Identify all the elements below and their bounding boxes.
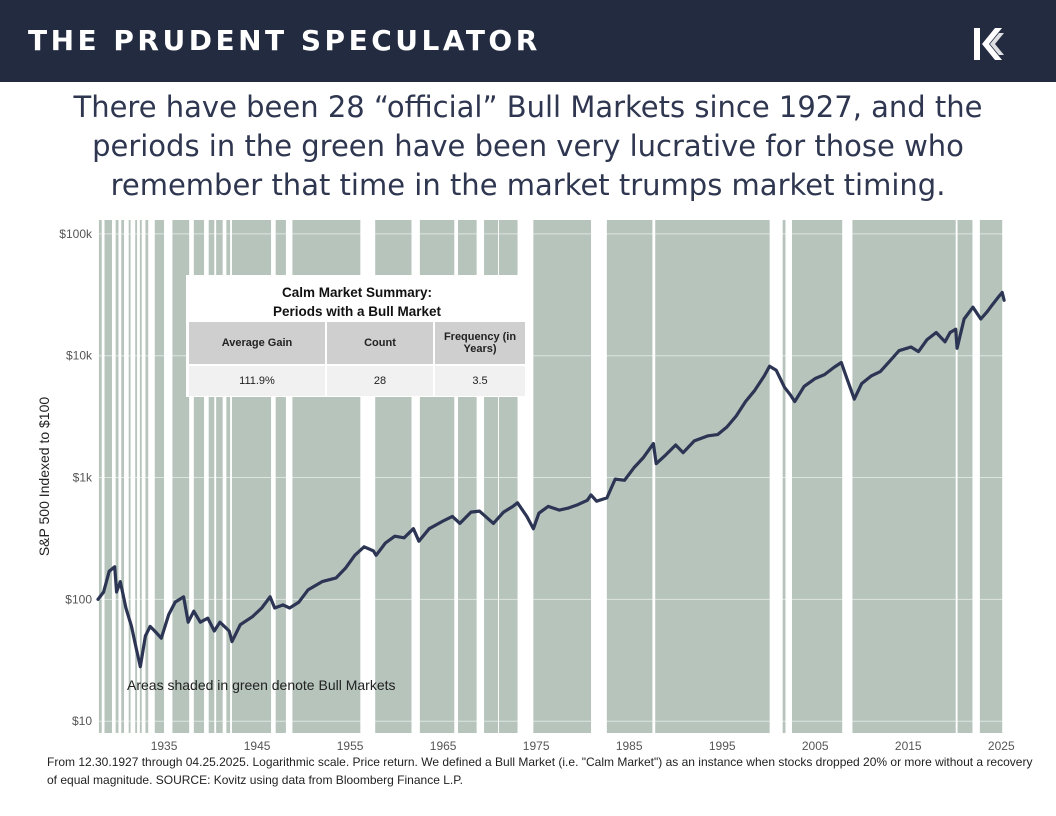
count-header: Count bbox=[326, 322, 435, 365]
series-line bbox=[96, 290, 1006, 669]
brand-title: THE PRUDENT SPECULATOR bbox=[28, 24, 541, 57]
bull-market-band bbox=[193, 220, 205, 733]
bull-market-band bbox=[115, 220, 119, 733]
summary-title-line2: Periods with a Bull Market bbox=[272, 304, 442, 319]
bull-market-chart: $10 $100 $1k $10k $100k 1935 1945 1955 1965 1975 1… bbox=[36, 220, 1015, 752]
x-tick-label: 2005 bbox=[802, 739, 829, 752]
bull-market-band bbox=[782, 220, 786, 733]
bull-market-band bbox=[226, 220, 231, 733]
bull-market-band bbox=[216, 220, 223, 733]
footnote: From 12.30.1927 through 04.25.2025. Loga… bbox=[47, 755, 1033, 787]
header-bar: THE PRUDENT SPECULATOR bbox=[0, 0, 1056, 82]
x-tick-label: 2025 bbox=[988, 739, 1015, 752]
bull-market-annotation: Areas shaded in green denote Bull Market… bbox=[127, 677, 396, 693]
bull-market-band bbox=[979, 220, 1003, 733]
x-tick-label: 1995 bbox=[709, 739, 736, 752]
x-tick-label: 1975 bbox=[523, 739, 550, 752]
bull-market-band bbox=[957, 220, 973, 733]
bull-market-band bbox=[208, 220, 215, 733]
average-gain-header: Average Gain bbox=[189, 322, 327, 365]
x-tick-label: 1945 bbox=[244, 739, 271, 752]
summary-table: Average Gain Count Frequency (in Years) … bbox=[189, 322, 525, 396]
y-tick-label: $10k bbox=[66, 349, 93, 363]
bull-market-band bbox=[275, 220, 286, 733]
y-tick-label: $1k bbox=[73, 471, 93, 485]
bull-market-band bbox=[139, 220, 142, 733]
frequency-value: 3.5 bbox=[434, 364, 525, 396]
bull-market-band bbox=[791, 220, 843, 733]
k-chevron-logo-icon bbox=[974, 28, 1004, 60]
x-tick-label: 1985 bbox=[616, 739, 643, 752]
bull-market-band bbox=[128, 220, 131, 733]
y-axis-label: S&P 500 Indexed to $100 bbox=[36, 397, 52, 557]
frequency-header: Frequency (in Years) bbox=[434, 322, 525, 365]
x-tick-label: 2015 bbox=[895, 739, 922, 752]
bull-market-band bbox=[121, 220, 125, 733]
bull-market-band bbox=[606, 220, 653, 733]
bull-market-band bbox=[135, 220, 138, 733]
bull-market-band bbox=[655, 220, 770, 733]
summary-header-row: Average Gain Count Frequency (in Years) bbox=[189, 322, 525, 365]
summary-title-line1: Calm Market Summary: bbox=[281, 285, 433, 300]
summary-value-row: 111.9% 28 3.5 bbox=[189, 364, 525, 396]
bull-market-band bbox=[533, 220, 592, 733]
y-tick-label: $100k bbox=[59, 227, 93, 241]
summary-title: Calm Market Summary: Periods with a Bull… bbox=[186, 283, 528, 321]
y-tick-label: $10 bbox=[72, 714, 92, 728]
calm-market-summary: Calm Market Summary: Periods with a Bull… bbox=[186, 275, 528, 397]
bull-market-band bbox=[852, 220, 956, 733]
y-tick-label: $100 bbox=[65, 592, 92, 606]
headline: There have been 28 “official” Bull Marke… bbox=[73, 90, 983, 202]
bull-market-band bbox=[104, 220, 112, 733]
average-gain-value: 111.9% bbox=[189, 364, 327, 396]
bull-market-band bbox=[154, 220, 165, 733]
x-tick-label: 1955 bbox=[337, 739, 364, 752]
bull-market-band bbox=[145, 220, 149, 733]
x-tick-label: 1935 bbox=[151, 739, 178, 752]
x-tick-label: 1965 bbox=[430, 739, 457, 752]
bull-market-band bbox=[98, 220, 102, 733]
count-value: 28 bbox=[326, 364, 435, 396]
